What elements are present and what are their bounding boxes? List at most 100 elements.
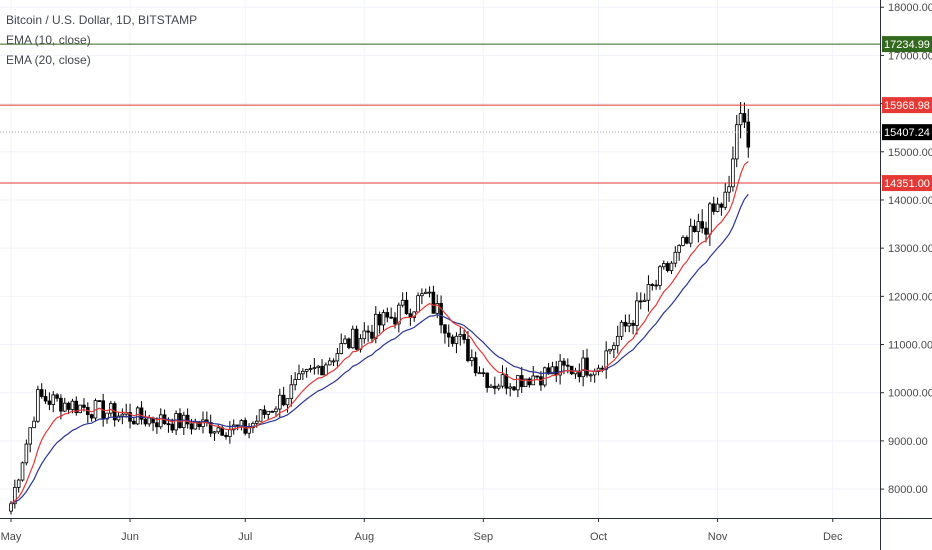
chart-title: Bitcoin / U.S. Dollar, 1D, BITSTAMP: [6, 13, 198, 27]
candle-body: [546, 367, 551, 375]
level-price-tag: 14351.00: [884, 178, 930, 190]
candle-body: [231, 424, 236, 431]
candle-body: [542, 367, 547, 386]
candle-body: [692, 225, 697, 233]
candle-body: [397, 304, 401, 325]
candle-body: [20, 462, 25, 481]
candle-body: [16, 479, 21, 488]
candle-body: [400, 299, 405, 306]
y-tick-label: 10000.00: [888, 388, 932, 400]
candle-body: [139, 407, 144, 420]
candle-body: [343, 338, 347, 344]
candle-body: [669, 262, 674, 272]
candle-body: [347, 338, 351, 349]
candle-body: [377, 313, 382, 326]
candle-body: [700, 221, 704, 229]
candle-body: [335, 353, 340, 362]
candle-body: [485, 372, 489, 388]
candle-body: [28, 427, 32, 445]
y-tick-label: 18000.00: [888, 2, 932, 14]
candle-body: [420, 293, 424, 297]
candle-body: [516, 375, 520, 391]
candle-body: [285, 398, 290, 406]
candle-body: [354, 328, 359, 350]
x-tick-label: Dec: [823, 531, 843, 543]
candle-body: [62, 402, 67, 412]
candle-body: [324, 364, 328, 376]
x-tick-label: Oct: [590, 531, 607, 543]
ema-10-line: [10, 161, 749, 505]
candle-body: [228, 429, 232, 437]
candle-body: [504, 374, 509, 389]
candle-body: [462, 334, 466, 340]
y-tick-label: 17000.00: [888, 50, 932, 62]
candle-body: [746, 121, 751, 148]
candle-body: [78, 404, 82, 414]
candle-body: [385, 312, 390, 318]
candle-body: [431, 291, 436, 314]
chart-legend: Bitcoin / U.S. Dollar, 1D, BITSTAMP EMA …: [6, 10, 197, 70]
candle-body: [270, 410, 274, 413]
candle-body: [631, 322, 635, 326]
current-price-tag-bg: [882, 124, 932, 141]
candle-body: [477, 372, 482, 375]
candle-body: [508, 386, 512, 389]
candle-body: [665, 263, 670, 272]
candle-body: [581, 357, 585, 378]
candle-body: [297, 373, 301, 380]
candle-body: [619, 321, 624, 337]
candle-body: [439, 303, 443, 326]
candle-body: [589, 374, 593, 377]
candle-body: [558, 360, 562, 376]
candle-body: [685, 237, 689, 244]
candle-body: [481, 372, 486, 375]
candle-body: [731, 158, 735, 188]
y-tick-label: 15000.00: [888, 147, 932, 159]
candle-body: [39, 389, 44, 397]
candle-body: [132, 420, 136, 425]
candle-body: [327, 360, 332, 366]
candle-body: [316, 365, 320, 369]
candle-body: [55, 394, 59, 399]
candle-body: [170, 423, 175, 431]
candle-body: [416, 295, 420, 313]
candle-body: [82, 404, 86, 408]
candle-body: [466, 339, 470, 362]
candle-body: [381, 312, 386, 326]
candle-body: [608, 348, 612, 352]
candle-body: [493, 385, 497, 389]
x-tick-label: Sep: [474, 531, 494, 543]
y-tick-label: 8000.00: [888, 484, 928, 496]
candle-body: [147, 417, 152, 425]
candle-body: [500, 374, 505, 387]
ema-10-label: EMA (10, close): [6, 33, 91, 47]
x-tick-label: Nov: [708, 531, 728, 543]
candle-body: [704, 227, 708, 235]
candle-body: [527, 378, 532, 386]
level-price-tag-bg: [882, 97, 932, 114]
candle-body: [496, 385, 501, 389]
candle-body: [116, 415, 121, 421]
current-price-tag: 15407.24: [884, 127, 930, 139]
candle-body: [13, 486, 17, 505]
candle-body: [715, 203, 720, 212]
candle-body: [615, 335, 620, 346]
candle-body: [274, 408, 278, 413]
x-tick-label: May: [1, 531, 22, 543]
candle-body: [688, 225, 693, 244]
candle-body: [24, 443, 29, 464]
candle-body: [370, 331, 374, 339]
candle-body: [254, 420, 259, 424]
candle-body: [51, 394, 56, 405]
candle-body: [143, 418, 148, 425]
x-tick-label: Jun: [121, 531, 139, 543]
candle-body: [446, 332, 451, 338]
candle-body: [642, 299, 647, 302]
y-tick-label: 9000.00: [888, 436, 928, 448]
x-tick-label: Aug: [354, 531, 374, 543]
candle-body: [489, 385, 493, 388]
candle-body: [277, 394, 282, 410]
candle-body: [723, 191, 728, 208]
candle-body: [189, 423, 194, 430]
